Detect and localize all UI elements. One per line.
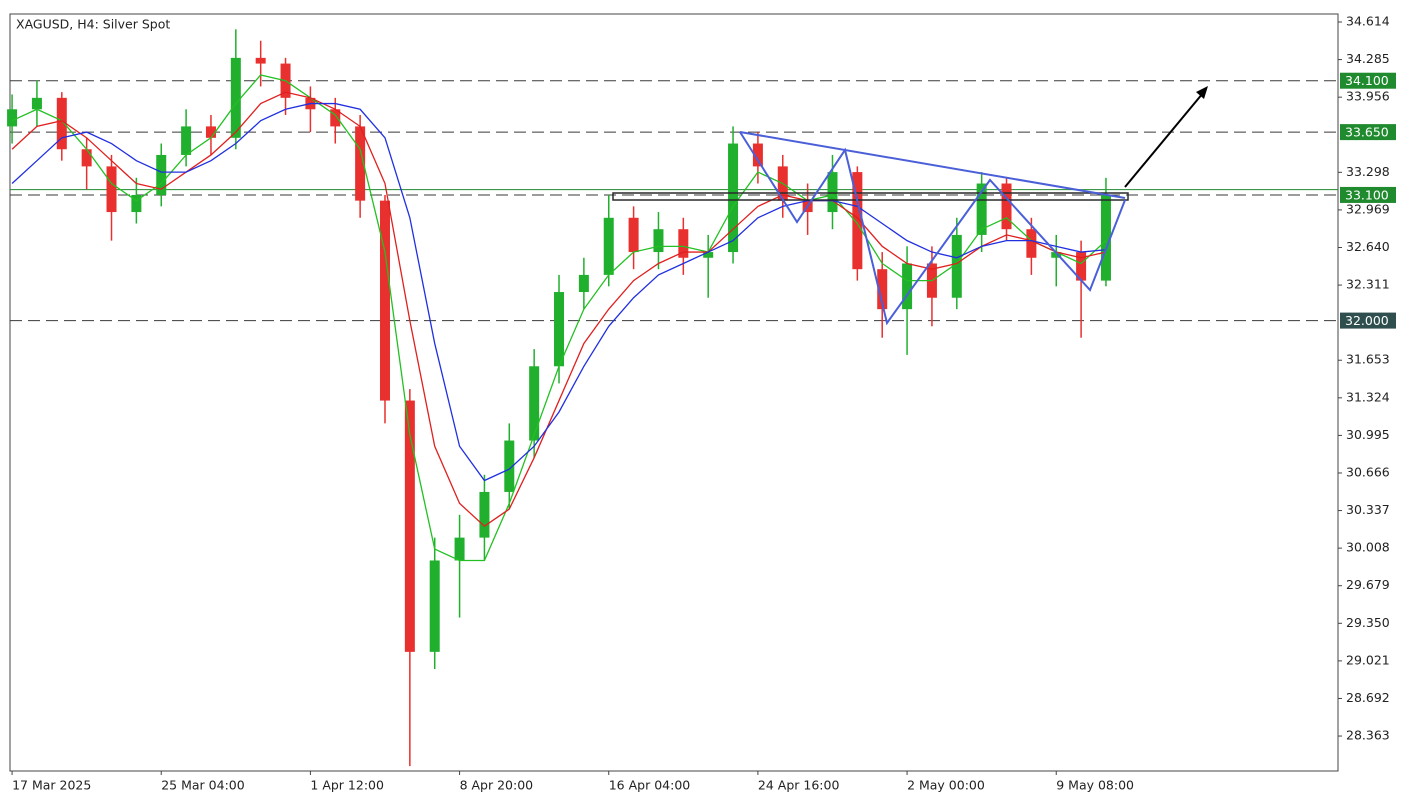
y-tick-label: 34.614 bbox=[1346, 13, 1390, 28]
candle-body bbox=[578, 274, 589, 293]
y-tick-label: 30.666 bbox=[1346, 464, 1390, 479]
candle-body bbox=[603, 217, 614, 275]
candle-body bbox=[529, 366, 540, 441]
y-tick-label: 30.337 bbox=[1346, 502, 1390, 517]
candle-body bbox=[205, 126, 216, 138]
arrow-head bbox=[1196, 86, 1208, 99]
level-label: 33.650 bbox=[1345, 125, 1389, 140]
candle-body bbox=[454, 537, 465, 561]
y-tick-label: 29.350 bbox=[1346, 615, 1390, 630]
x-tick-label: 1 Apr 12:00 bbox=[310, 778, 384, 793]
candle-body bbox=[827, 172, 838, 213]
candle-body bbox=[379, 200, 390, 401]
x-tick-label: 24 Apr 16:00 bbox=[758, 778, 840, 793]
candle-body bbox=[7, 109, 18, 127]
y-tick-label: 33.298 bbox=[1346, 164, 1390, 179]
x-tick-label: 17 Mar 2025 bbox=[12, 778, 91, 793]
y-tick-label: 28.363 bbox=[1346, 728, 1390, 743]
level-label: 32.000 bbox=[1345, 313, 1389, 328]
y-tick-label: 32.640 bbox=[1346, 239, 1390, 254]
candle-body bbox=[230, 57, 241, 138]
y-tick-label: 34.285 bbox=[1346, 51, 1390, 66]
candle-body bbox=[81, 149, 92, 167]
level-tag bbox=[1340, 312, 1396, 329]
candle-body bbox=[429, 560, 440, 652]
candle-body bbox=[678, 229, 689, 258]
candle-body bbox=[852, 172, 863, 270]
y-tick-label: 33.956 bbox=[1346, 89, 1390, 104]
x-tick-label: 2 May 00:00 bbox=[907, 778, 985, 793]
resistance-box bbox=[612, 192, 1129, 201]
candle-body bbox=[877, 269, 888, 310]
zigzag bbox=[739, 131, 1126, 326]
y-tick-label: 31.324 bbox=[1346, 389, 1390, 404]
x-tick-label: 25 Mar 04:00 bbox=[161, 778, 245, 793]
candle-body bbox=[156, 154, 167, 195]
candle-body bbox=[131, 194, 142, 213]
candle-body bbox=[752, 143, 763, 167]
candle-body bbox=[404, 400, 415, 652]
marks bbox=[7, 29, 1111, 767]
candle-body bbox=[951, 234, 962, 298]
candle-body bbox=[504, 440, 515, 492]
y-tick-label: 28.692 bbox=[1346, 690, 1390, 705]
candle-body bbox=[479, 491, 490, 538]
arrow bbox=[1124, 92, 1204, 188]
y-tick-label: 32.311 bbox=[1346, 277, 1390, 292]
candle-body bbox=[1026, 229, 1037, 258]
x-tick-label: 8 Apr 20:00 bbox=[460, 778, 534, 793]
trendline bbox=[739, 131, 1126, 199]
y-tick-label: 30.008 bbox=[1346, 540, 1390, 555]
candle-body bbox=[728, 143, 739, 253]
candle-body bbox=[976, 183, 987, 235]
candle-body bbox=[1100, 194, 1111, 281]
pattern-drawing bbox=[612, 86, 1208, 326]
candle-body bbox=[255, 57, 266, 64]
candle-body bbox=[56, 97, 67, 150]
candle-body bbox=[1076, 252, 1087, 281]
candle-body bbox=[355, 126, 366, 201]
chart-title: XAGUSD, H4: Silver Spot bbox=[16, 17, 170, 32]
level-tag bbox=[1340, 124, 1396, 141]
y-tick-label: 29.021 bbox=[1346, 652, 1390, 667]
y-tick-label: 32.969 bbox=[1346, 201, 1390, 216]
y-tick-label: 31.653 bbox=[1346, 352, 1390, 367]
candle-body bbox=[653, 229, 664, 253]
moving-average bbox=[11, 74, 1107, 562]
moving-average bbox=[11, 91, 1107, 528]
candle-body bbox=[330, 109, 341, 127]
candle-body bbox=[106, 166, 117, 213]
x-tick-label: 9 May 08:00 bbox=[1056, 778, 1134, 793]
y-tick-label: 30.995 bbox=[1346, 427, 1390, 442]
candle-body bbox=[902, 263, 913, 310]
candle-body bbox=[1051, 252, 1062, 258]
level-tag bbox=[1340, 72, 1396, 89]
plot-frame bbox=[9, 13, 1339, 772]
candle-body bbox=[1001, 183, 1012, 230]
candle-body bbox=[554, 292, 565, 367]
level-label: 34.100 bbox=[1345, 73, 1389, 88]
y-tick-label: 29.679 bbox=[1346, 577, 1390, 592]
candle-body bbox=[628, 217, 639, 253]
x-tick-label: 16 Apr 04:00 bbox=[609, 778, 691, 793]
moving-average bbox=[11, 102, 1107, 482]
candle-body bbox=[703, 252, 714, 258]
level-label: 33.100 bbox=[1345, 187, 1389, 202]
candle-body bbox=[31, 97, 42, 110]
level-tag bbox=[1340, 186, 1396, 203]
candle-body bbox=[181, 126, 192, 155]
